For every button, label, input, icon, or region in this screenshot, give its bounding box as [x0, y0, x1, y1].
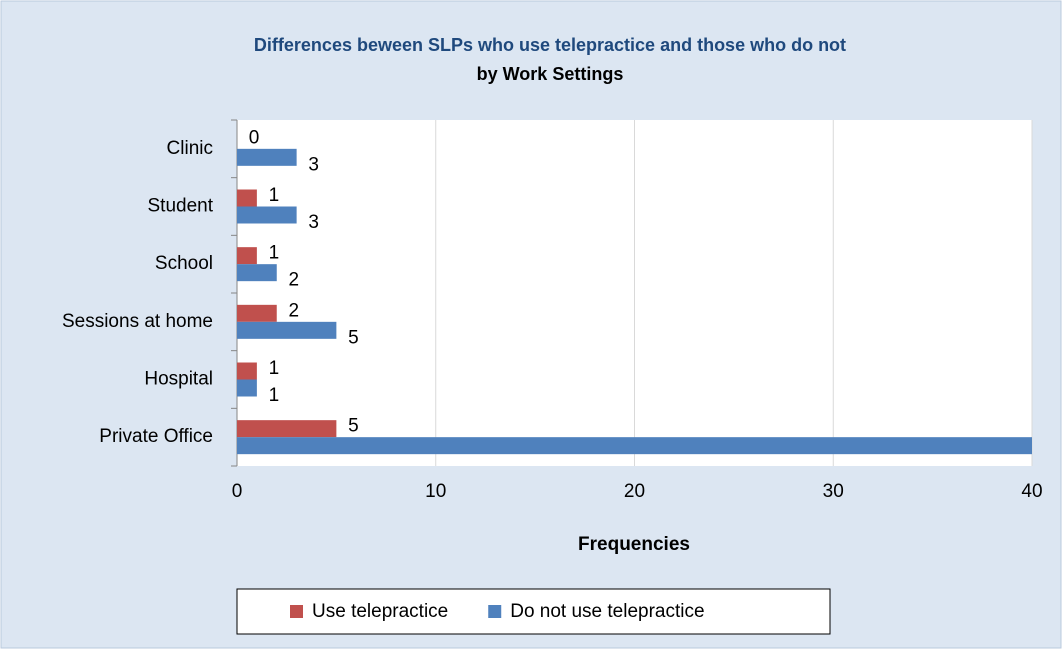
chart-subtitle: by Work Settings	[477, 64, 624, 84]
y-tick-label: Private Office	[99, 426, 213, 447]
legend-label: Do not use telepractice	[510, 601, 704, 622]
data-label: 5	[348, 416, 359, 437]
y-tick-label: Student	[148, 196, 214, 217]
y-tick-label: School	[155, 253, 213, 274]
data-label: 5	[348, 327, 359, 348]
x-axis-label: Frequencies	[578, 534, 690, 555]
legend-swatch	[290, 605, 303, 618]
bar	[237, 321, 337, 339]
x-tick-label: 20	[624, 481, 645, 502]
bar	[237, 148, 297, 166]
y-tick-label: Hospital	[144, 369, 213, 390]
data-label: 0	[249, 127, 260, 148]
y-tick-label: Clinic	[167, 138, 213, 159]
legend-box	[236, 588, 831, 635]
data-label: 3	[308, 212, 319, 233]
data-label: 1	[269, 358, 280, 379]
x-tick-label: 30	[823, 481, 844, 502]
bar	[237, 264, 277, 282]
data-label: 2	[288, 300, 299, 321]
y-tick-label: Sessions at home	[62, 311, 213, 332]
bar	[237, 362, 257, 380]
data-label: 2	[288, 270, 299, 291]
bar	[237, 189, 257, 207]
bar	[237, 304, 277, 322]
x-tick-label: 10	[425, 481, 446, 502]
bar	[237, 379, 257, 397]
data-label: 3	[308, 154, 319, 175]
bar	[237, 206, 297, 224]
legend-swatch	[488, 605, 502, 618]
data-label: 1	[269, 185, 280, 206]
bar	[237, 420, 337, 438]
data-label: 1	[269, 385, 280, 406]
bar	[237, 247, 257, 265]
data-label: 1	[269, 243, 280, 264]
bar	[237, 437, 1032, 455]
x-tick-label: 40	[1021, 481, 1042, 502]
chart-title: Differences beween SLPs who use teleprac…	[254, 35, 846, 55]
legend-label: Use telepractice	[312, 601, 448, 622]
x-tick-label: 0	[232, 481, 243, 502]
